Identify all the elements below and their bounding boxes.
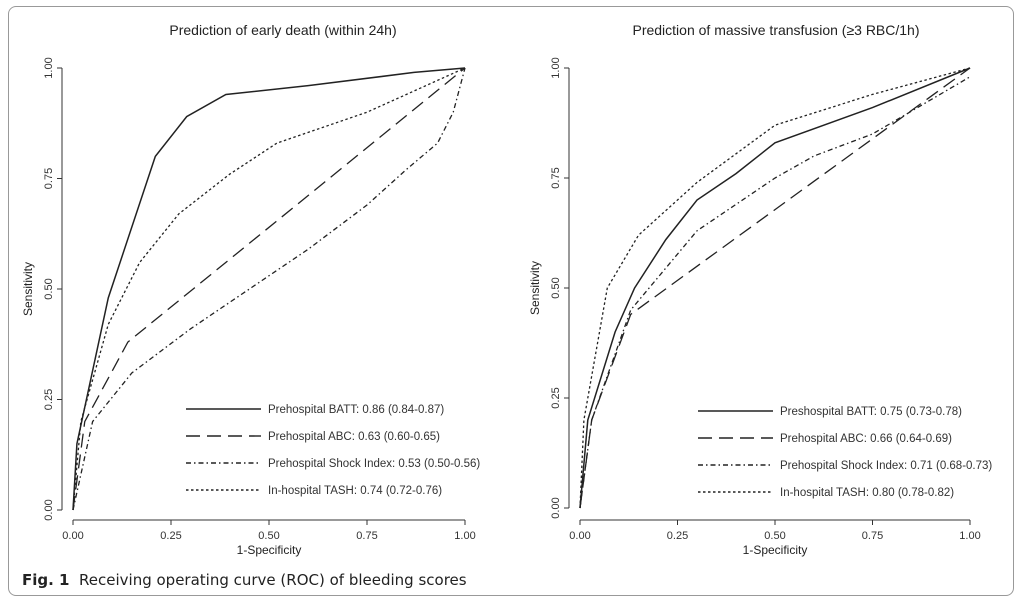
- legend-label: Prehospital ABC: 0.63 (0.60-0.65): [268, 431, 440, 443]
- y-tick-label: 0.00: [43, 499, 55, 520]
- y-tick-label: 1.00: [43, 57, 55, 78]
- roc-curve-2: [72, 67, 466, 511]
- x-tick-label: 0.25: [667, 530, 688, 542]
- x-axis-label: 1-Specificity: [237, 543, 302, 557]
- y-tick-label: 0.00: [550, 497, 562, 518]
- y-tick-label: 0.25: [43, 389, 55, 410]
- y-tick-label: 1.00: [550, 57, 562, 78]
- x-tick-label: 0.25: [160, 530, 181, 542]
- x-axis-label: 1-Specificity: [743, 543, 808, 557]
- y-tick-label: 0.75: [550, 167, 562, 188]
- x-tick-label: 0.50: [764, 530, 785, 542]
- roc-curve-1: [72, 67, 466, 511]
- chart-title: Prediction of massive transfusion (≥3 RB…: [632, 22, 919, 38]
- roc-curve-4: [72, 67, 466, 511]
- figure-frame: [8, 6, 1014, 596]
- y-tick-label: 0.75: [43, 168, 55, 189]
- legend-label: Preshospital BATT: 0.75 (0.73-0.78): [780, 406, 962, 418]
- roc-curve-4: [579, 67, 971, 509]
- x-tick-label: 0.75: [356, 530, 377, 542]
- y-tick-label: 0.25: [550, 387, 562, 408]
- roc-curve-3: [579, 76, 971, 509]
- legend-label: Prehospital Shock Index: 0.53 (0.50-0.56…: [268, 458, 480, 470]
- x-tick-label: 0.50: [258, 530, 279, 542]
- y-axis-label: Sensitivity: [21, 262, 35, 316]
- y-tick-label: 0.50: [43, 278, 55, 299]
- x-tick-label: 0.75: [862, 530, 883, 542]
- chart-title: Prediction of early death (within 24h): [169, 22, 396, 38]
- x-tick-label: 1.00: [454, 530, 475, 542]
- y-tick-label: 0.50: [550, 277, 562, 298]
- legend-label: In-hospital TASH: 0.74 (0.72-0.76): [268, 485, 442, 497]
- legend-label: Prehospital ABC: 0.66 (0.64-0.69): [780, 433, 952, 445]
- figure-label: Fig. 1: [22, 571, 70, 589]
- legend-label: In-hospital TASH: 0.80 (0.78-0.82): [780, 487, 954, 499]
- y-axis-label: Sensitivity: [528, 261, 542, 315]
- figure-caption: Fig. 1 Receiving operating curve (ROC) o…: [22, 571, 467, 589]
- x-tick-label: 1.00: [959, 530, 980, 542]
- legend-label: Prehospital Shock Index: 0.71 (0.68-0.73…: [780, 460, 992, 472]
- caption-text: Receiving operating curve (ROC) of bleed…: [79, 571, 467, 589]
- legend-label: Prehospital BATT: 0.86 (0.84-0.87): [268, 404, 444, 416]
- roc-curve-3: [72, 67, 466, 511]
- roc-curve-1: [579, 67, 971, 509]
- x-tick-label: 0.00: [62, 530, 83, 542]
- x-tick-label: 0.00: [569, 530, 590, 542]
- roc-curve-2: [579, 67, 971, 509]
